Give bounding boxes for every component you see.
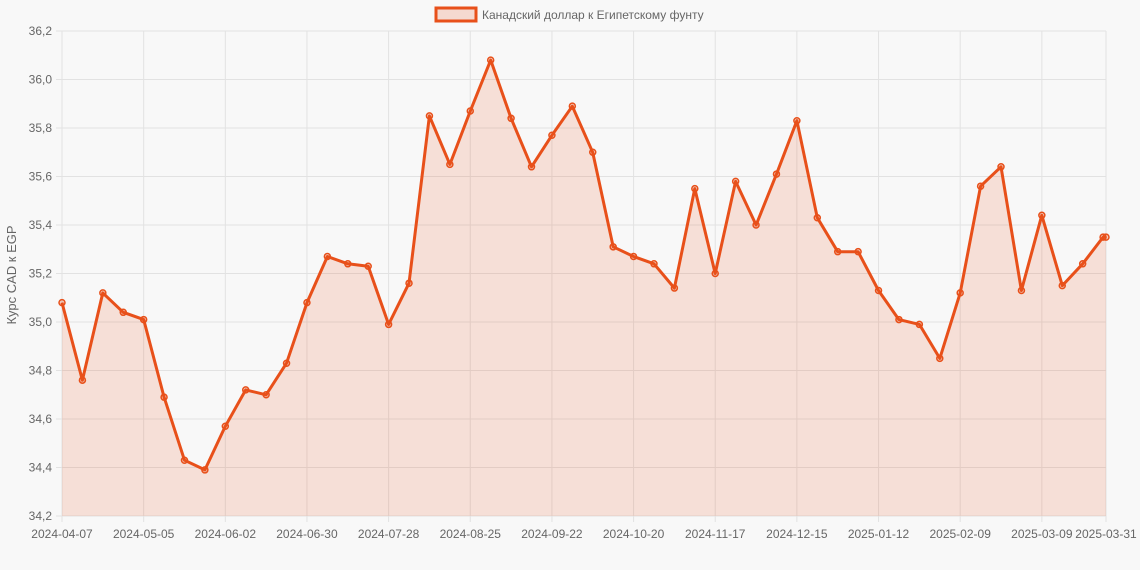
data-point (956, 289, 964, 297)
data-point (711, 269, 719, 278)
data-point (548, 131, 556, 140)
data-point (609, 243, 617, 251)
legend-label[interactable]: Канадский доллар к Египетскому фунту (482, 8, 704, 22)
x-tick-label: 2024-06-02 (195, 527, 257, 541)
y-axis-ticks: 34,2 34,4 34,6 34,8 35,0 35,2 35,4 35,6 35,8 36,0… (29, 24, 53, 523)
data-point (1102, 233, 1110, 241)
x-tick-label: 2024-07-28 (358, 527, 420, 541)
x-tick-label: 2024-09-22 (521, 527, 583, 541)
x-tick-label: 2024-12-15 (766, 527, 828, 541)
x-tick-label: 2025-02-09 (929, 527, 991, 541)
y-tick-label: 34,8 (29, 364, 53, 378)
x-tick-label: 2024-11-17 (685, 527, 746, 541)
y-tick-label: 35,0 (29, 315, 53, 329)
grid-lines (56, 30, 1107, 522)
data-point (793, 116, 801, 125)
data-point (895, 315, 903, 324)
y-tick-label: 35,6 (29, 170, 53, 184)
data-point (813, 213, 822, 222)
data-point (629, 252, 638, 261)
data-point (588, 148, 597, 156)
x-tick-label: 2025-03-31 (1075, 527, 1137, 541)
data-point (650, 260, 658, 268)
data-point (446, 160, 454, 169)
y-tick-label: 36,0 (29, 73, 53, 87)
data-point (486, 56, 495, 64)
x-tick-label: 2025-03-09 (1011, 527, 1073, 541)
data-point (139, 315, 148, 324)
data-point (1017, 286, 1026, 295)
data-point (221, 422, 230, 431)
data-point (241, 386, 250, 394)
data-point (160, 393, 168, 401)
y-axis-label: Курс CAD к EGP (4, 225, 19, 324)
data-point (344, 260, 352, 268)
data-point (670, 284, 679, 292)
y-tick-label: 36,2 (29, 24, 53, 38)
data-point (201, 466, 209, 474)
data-point (507, 114, 515, 123)
data-point (874, 286, 883, 295)
y-tick-label: 35,2 (29, 267, 53, 281)
data-point (997, 163, 1005, 171)
data-point (976, 182, 985, 190)
y-tick-label: 34,6 (29, 412, 53, 426)
data-point (282, 359, 291, 367)
y-tick-label: 34,4 (29, 461, 53, 475)
x-tick-label: 2025-01-12 (848, 527, 910, 541)
data-point (323, 252, 332, 261)
data-point (425, 112, 434, 120)
data-point (262, 391, 270, 399)
legend-swatch[interactable] (434, 6, 478, 23)
x-tick-label: 2024-04-07 (31, 527, 93, 541)
data-point (384, 320, 393, 329)
data-point (527, 163, 536, 171)
data-point (99, 289, 107, 297)
x-tick-label: 2024-05-05 (113, 527, 175, 541)
data-point (936, 354, 944, 363)
data-point (833, 247, 842, 256)
data-point (915, 320, 924, 329)
x-tick-label: 2024-10-20 (603, 527, 665, 541)
y-tick-label: 34,2 (29, 509, 53, 523)
data-point (405, 279, 413, 287)
data-point (1078, 260, 1087, 268)
data-point (466, 107, 475, 115)
x-axis-ticks: 2024-04-07 2024-05-05 2024-06-02 2024-06-30… (31, 527, 1137, 541)
series-area-layer (62, 60, 1106, 516)
series-line (60, 58, 1106, 472)
data-point (854, 247, 862, 256)
data-point (568, 102, 577, 110)
x-tick-label: 2024-06-30 (276, 527, 338, 541)
data-point (691, 184, 699, 193)
y-tick-label: 35,4 (29, 218, 53, 232)
data-point (1058, 281, 1067, 290)
x-tick-label: 2024-08-25 (440, 527, 502, 541)
series-line-layer (60, 58, 1106, 472)
data-point (119, 308, 127, 317)
legend[interactable]: Канадский доллар к Египетскому фунту (434, 6, 704, 23)
series-area (62, 60, 1106, 516)
data-points (58, 56, 1110, 474)
data-point (303, 298, 311, 307)
data-point (78, 376, 87, 384)
data-point (180, 456, 189, 464)
data-point (58, 298, 66, 307)
data-point (364, 262, 372, 270)
y-tick-label: 35,8 (29, 121, 53, 135)
data-point (1038, 211, 1046, 220)
data-point (731, 177, 740, 186)
data-point (752, 221, 760, 229)
data-point (772, 170, 781, 178)
